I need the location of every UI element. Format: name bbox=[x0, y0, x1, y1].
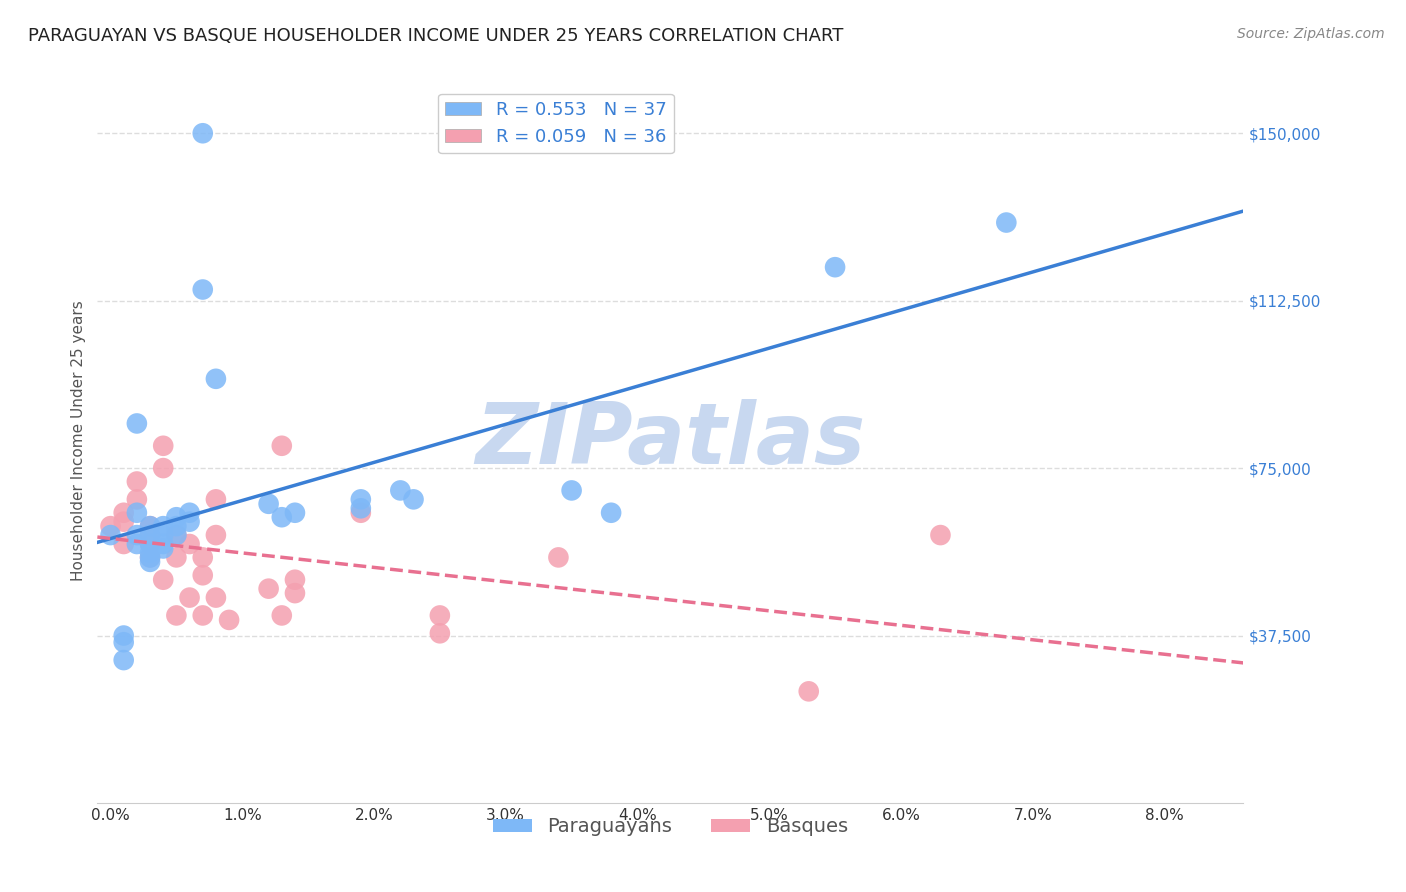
Point bbox=[205, 528, 228, 542]
Point bbox=[165, 550, 187, 565]
Point bbox=[257, 497, 280, 511]
Point bbox=[139, 537, 162, 551]
Point bbox=[112, 653, 135, 667]
Point bbox=[152, 519, 174, 533]
Point bbox=[179, 515, 201, 529]
Point bbox=[561, 483, 583, 498]
Point bbox=[218, 613, 240, 627]
Point bbox=[139, 550, 162, 565]
Point bbox=[112, 635, 135, 649]
Point bbox=[600, 506, 623, 520]
Point bbox=[270, 439, 292, 453]
Point bbox=[389, 483, 412, 498]
Point bbox=[112, 506, 135, 520]
Point bbox=[152, 439, 174, 453]
Point bbox=[179, 591, 201, 605]
Point bbox=[797, 684, 820, 698]
Point bbox=[350, 506, 373, 520]
Point bbox=[125, 537, 148, 551]
Point bbox=[112, 515, 135, 529]
Point bbox=[191, 550, 214, 565]
Point bbox=[284, 573, 307, 587]
Point bbox=[257, 582, 280, 596]
Point bbox=[350, 492, 373, 507]
Point bbox=[139, 555, 162, 569]
Point bbox=[139, 519, 162, 533]
Point bbox=[125, 492, 148, 507]
Point bbox=[125, 475, 148, 489]
Legend: Paraguayans, Basques: Paraguayans, Basques bbox=[485, 809, 856, 844]
Point bbox=[191, 608, 214, 623]
Point bbox=[152, 537, 174, 551]
Point bbox=[112, 537, 135, 551]
Text: Source: ZipAtlas.com: Source: ZipAtlas.com bbox=[1237, 27, 1385, 41]
Point bbox=[165, 519, 187, 533]
Point bbox=[152, 528, 174, 542]
Point bbox=[139, 537, 162, 551]
Point bbox=[929, 528, 952, 542]
Point bbox=[205, 372, 228, 386]
Point bbox=[402, 492, 425, 507]
Point bbox=[125, 506, 148, 520]
Point bbox=[125, 417, 148, 431]
Point bbox=[165, 528, 187, 542]
Point bbox=[205, 492, 228, 507]
Point bbox=[139, 519, 162, 533]
Point bbox=[125, 528, 148, 542]
Point bbox=[284, 506, 307, 520]
Point bbox=[139, 528, 162, 542]
Point bbox=[191, 126, 214, 140]
Point bbox=[165, 528, 187, 542]
Point bbox=[270, 510, 292, 524]
Point bbox=[191, 568, 214, 582]
Point bbox=[165, 510, 187, 524]
Point bbox=[112, 628, 135, 642]
Point bbox=[100, 519, 122, 533]
Point bbox=[152, 461, 174, 475]
Point bbox=[284, 586, 307, 600]
Point bbox=[152, 573, 174, 587]
Point bbox=[139, 546, 162, 560]
Point bbox=[179, 506, 201, 520]
Point bbox=[139, 550, 162, 565]
Point bbox=[205, 591, 228, 605]
Point bbox=[100, 528, 122, 542]
Point bbox=[429, 608, 451, 623]
Point bbox=[429, 626, 451, 640]
Point bbox=[139, 528, 162, 542]
Point bbox=[165, 608, 187, 623]
Point bbox=[191, 283, 214, 297]
Point bbox=[995, 215, 1018, 229]
Point bbox=[824, 260, 846, 275]
Point bbox=[179, 537, 201, 551]
Point bbox=[547, 550, 569, 565]
Point bbox=[350, 501, 373, 516]
Text: PARAGUAYAN VS BASQUE HOUSEHOLDER INCOME UNDER 25 YEARS CORRELATION CHART: PARAGUAYAN VS BASQUE HOUSEHOLDER INCOME … bbox=[28, 27, 844, 45]
Point bbox=[270, 608, 292, 623]
Point bbox=[152, 541, 174, 556]
Text: ZIPatlas: ZIPatlas bbox=[475, 399, 866, 482]
Y-axis label: Householder Income Under 25 years: Householder Income Under 25 years bbox=[72, 300, 86, 581]
